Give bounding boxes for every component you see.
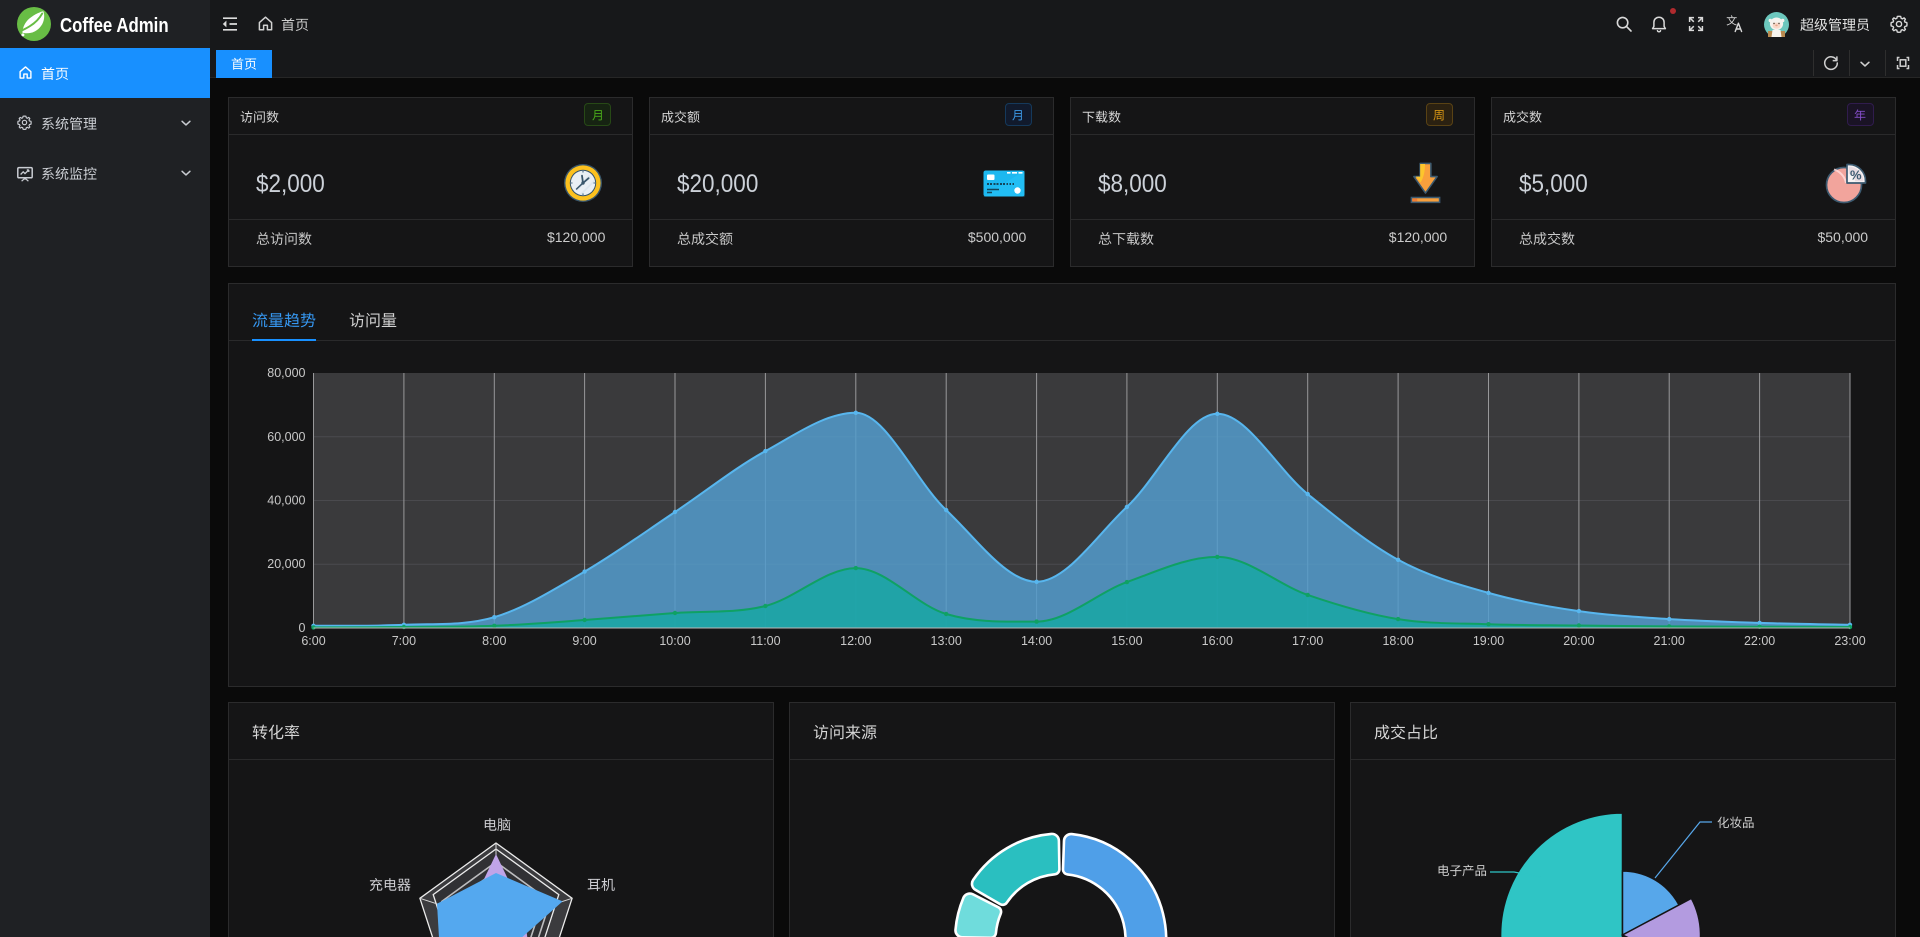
svg-text:40,000: 40,000 — [267, 494, 305, 508]
svg-text:9:00: 9:00 — [572, 634, 596, 648]
svg-text:23:00: 23:00 — [1834, 634, 1865, 648]
svg-text:17:00: 17:00 — [1292, 634, 1323, 648]
svg-text:14:00: 14:00 — [1021, 634, 1052, 648]
svg-text:7:00: 7:00 — [392, 634, 416, 648]
svg-text:18:00: 18:00 — [1382, 634, 1413, 648]
svg-text:11:00: 11:00 — [750, 634, 780, 648]
svg-text:12:00: 12:00 — [840, 634, 871, 648]
svg-text:8:00: 8:00 — [482, 634, 506, 648]
svg-text:13:00: 13:00 — [931, 634, 962, 648]
svg-text:0: 0 — [299, 621, 306, 635]
svg-text:20:00: 20:00 — [1563, 634, 1594, 648]
svg-text:20,000: 20,000 — [267, 557, 305, 571]
svg-text:16:00: 16:00 — [1202, 634, 1233, 648]
svg-text:60,000: 60,000 — [267, 430, 305, 444]
svg-text:%: % — [1850, 168, 1862, 183]
svg-text:10:00: 10:00 — [659, 634, 690, 648]
svg-text:21:00: 21:00 — [1654, 634, 1685, 648]
svg-text:19:00: 19:00 — [1473, 634, 1504, 648]
svg-text:80,000: 80,000 — [267, 366, 305, 380]
svg-text:6:00: 6:00 — [301, 634, 325, 648]
svg-text:22:00: 22:00 — [1744, 634, 1775, 648]
svg-text:15:00: 15:00 — [1111, 634, 1142, 648]
